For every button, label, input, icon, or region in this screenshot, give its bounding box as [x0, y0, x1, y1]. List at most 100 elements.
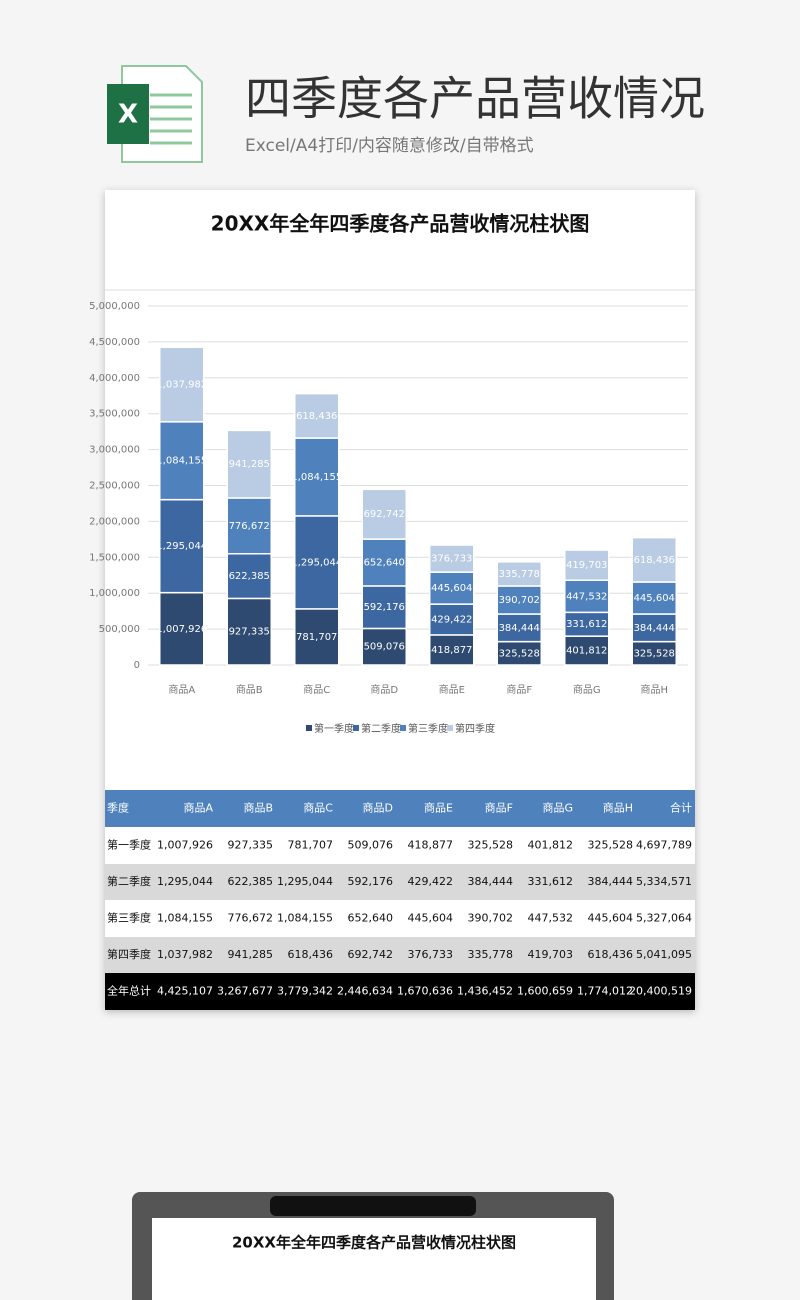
table-cell: 509,076: [348, 839, 394, 852]
bar-segment: [294, 515, 340, 610]
data-label: 1,295,044: [291, 557, 342, 568]
table-cell: 384,444: [468, 875, 514, 888]
data-label: 927,335: [229, 627, 270, 638]
chart: 0 500,000 1,000,000 1,500,000 2,000,000 2,500…: [89, 301, 688, 735]
data-label: 941,285: [229, 459, 270, 470]
bar-segment: [496, 585, 542, 615]
table-row: [105, 790, 695, 827]
data-label: 447,532: [566, 591, 607, 602]
table-cell: 第四季度: [107, 947, 151, 961]
legend-swatch: [353, 725, 359, 731]
bar-segment: [226, 429, 272, 499]
bar-segment: [294, 392, 340, 439]
table-cell: 1,295,044: [157, 875, 213, 888]
table-cell: 445,604: [588, 912, 634, 925]
bar-segment: [631, 536, 677, 583]
table-cell: 692,742: [348, 948, 394, 961]
table-cell: 376,733: [408, 948, 454, 961]
bar-segment: [159, 346, 205, 423]
legend-label: 第四季度: [455, 722, 495, 735]
preview-title: 20XX年全年四季度各产品营收情况柱状图: [232, 1234, 516, 1252]
table-header-cell: 商品C: [303, 801, 333, 815]
table-cell: 331,612: [528, 875, 574, 888]
table-row: [105, 937, 695, 973]
table-cell: 652,640: [348, 912, 394, 925]
data-label: 418,877: [431, 645, 472, 656]
table-cell: 第二季度: [107, 874, 151, 888]
data-label: 325,528: [634, 648, 675, 659]
y-tick-label: 4,500,000: [89, 337, 140, 348]
y-tick-label: 1,500,000: [89, 552, 140, 563]
data-label: 390,702: [499, 595, 540, 606]
page-title: 四季度各产品营收情况: [245, 72, 705, 126]
table-header-cell: 合计: [670, 801, 692, 815]
data-label: 776,672: [229, 521, 270, 532]
svg-text:X: X: [118, 100, 138, 130]
bar-segment: [429, 544, 475, 573]
table-header-cell: 商品A: [183, 801, 213, 815]
table-cell: 2,446,634: [337, 985, 393, 998]
x-tick-label: 商品F: [506, 683, 532, 696]
data-label: 1,037,982: [156, 380, 207, 391]
table-row: [105, 864, 695, 900]
y-tick-label: 1,000,000: [89, 588, 140, 599]
table-header-cell: 商品F: [485, 801, 513, 815]
y-tick-label: 0: [134, 660, 140, 671]
table-cell: 1,007,926: [157, 839, 213, 852]
legend-swatch: [447, 725, 453, 731]
bar-segment: [294, 437, 340, 517]
data-label: 781,707: [296, 632, 337, 643]
bar-segment: [564, 579, 610, 614]
data-label: 618,436: [296, 411, 337, 422]
table-cell: 418,877: [408, 839, 454, 852]
data-label: 622,385: [229, 571, 270, 582]
bar-segment: [361, 538, 407, 587]
x-tick-label: 商品A: [168, 683, 195, 696]
table-cell: 384,444: [588, 875, 634, 888]
bar-segment: [496, 561, 542, 587]
table-cell: 401,812: [528, 839, 574, 852]
bar-segment: [631, 581, 677, 615]
table-cell: 592,176: [348, 875, 394, 888]
table-header-cell: 商品D: [363, 801, 393, 815]
table-cell: 5,327,064: [636, 912, 692, 925]
table-cell: 3,267,677: [217, 985, 273, 998]
data-label: 618,436: [634, 555, 675, 566]
bar-segment: [564, 549, 610, 581]
table-cell: 335,778: [468, 948, 514, 961]
table-cell: 429,422: [408, 875, 454, 888]
table-header-cell: 季度: [107, 801, 129, 815]
table-cell: 4,697,789: [636, 839, 692, 852]
table-cell: 1,670,636: [397, 985, 453, 998]
data-label: 692,742: [364, 509, 405, 520]
table-cell: 325,528: [468, 839, 514, 852]
data-label: 1,007,926: [156, 624, 207, 635]
chart-title: 20XX年全年四季度各产品营收情况柱状图: [211, 212, 590, 236]
table-cell: 1,774,012: [577, 985, 633, 998]
data-label: 1,295,044: [156, 541, 207, 552]
data-label: 445,604: [634, 593, 675, 604]
table-cell: 618,436: [588, 948, 634, 961]
page-subtitle: Excel/A4打印/内容随意修改/自带格式: [245, 136, 534, 156]
data-label: 331,612: [566, 619, 607, 630]
preview-frame: 20XX年全年四季度各产品营收情况柱状图: [132, 1192, 614, 1300]
data-label: 384,444: [634, 623, 675, 634]
table-header-cell: 商品B: [243, 801, 273, 815]
table-cell: 618,436: [288, 948, 334, 961]
table-cell: 781,707: [288, 839, 334, 852]
table-header-cell: 商品G: [542, 801, 573, 815]
bar-segment: [159, 421, 205, 501]
table-cell: 776,672: [228, 912, 274, 925]
table-header-cell: 商品E: [424, 801, 453, 815]
legend-swatch: [400, 725, 406, 731]
table-cell: 第一季度: [107, 838, 151, 852]
bar-segment: [564, 635, 610, 666]
table-cell: 325,528: [588, 839, 634, 852]
data-label: 1,084,155: [156, 456, 207, 467]
y-tick-label: 3,000,000: [89, 445, 140, 456]
data-label: 376,733: [431, 554, 472, 565]
legend-label: 第二季度: [361, 722, 401, 735]
table-cell: 1,084,155: [157, 912, 213, 925]
